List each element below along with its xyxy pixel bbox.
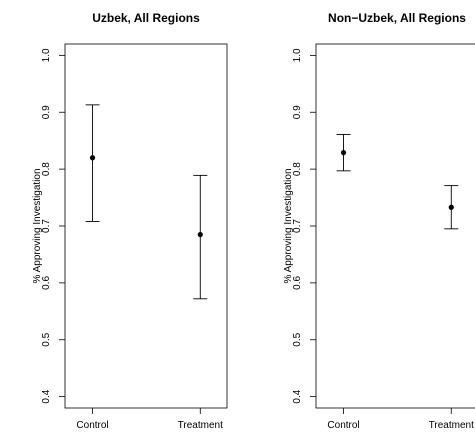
chart-title: Uzbek, All Regions <box>92 11 200 25</box>
chart-panel-2: Non−Uzbek, All Regions 0.4 0.5 0.6 0.7 0.8 0.9… <box>283 11 475 431</box>
y-tick-label: 0.6 <box>41 275 52 289</box>
x-tick-label: Control <box>76 420 108 431</box>
y-tick-label: 0.6 <box>292 275 303 289</box>
y-tick-label: 0.9 <box>292 105 303 119</box>
y-tick-label: 0.8 <box>292 162 303 176</box>
y-tick-label: 0.5 <box>292 332 303 346</box>
y-tick-label: 0.7 <box>41 219 52 233</box>
y-tick-label: 1.0 <box>292 48 303 62</box>
y-tick-label: 0.5 <box>41 332 52 346</box>
y-tick-label: 0.9 <box>41 105 52 119</box>
x-tick-label: Treatment <box>178 420 223 431</box>
data-point <box>89 155 96 161</box>
y-tick-label: 0.8 <box>41 162 52 176</box>
y-tick-label: 1.0 <box>41 48 52 62</box>
x-tick-label: Control <box>327 420 359 431</box>
data-point <box>448 204 454 210</box>
chart-panel-1: Uzbek, All Regions 0.4 0.5 0.6 0.7 0.8 0.9 1.0%… <box>32 11 228 431</box>
data-point <box>197 231 203 238</box>
y-axis-label: % Approving Investigation <box>283 168 294 283</box>
y-tick-label: 0.7 <box>292 219 303 233</box>
y-tick-label: 0.4 <box>41 389 52 403</box>
x-tick-label: Treatment <box>429 420 474 431</box>
chart-title: Non−Uzbek, All Regions <box>328 11 466 25</box>
y-axis-label: % Approving Investigation <box>32 168 43 283</box>
plot-frame <box>64 43 228 409</box>
y-tick-label: 0.4 <box>292 389 303 403</box>
data-point <box>340 150 347 156</box>
